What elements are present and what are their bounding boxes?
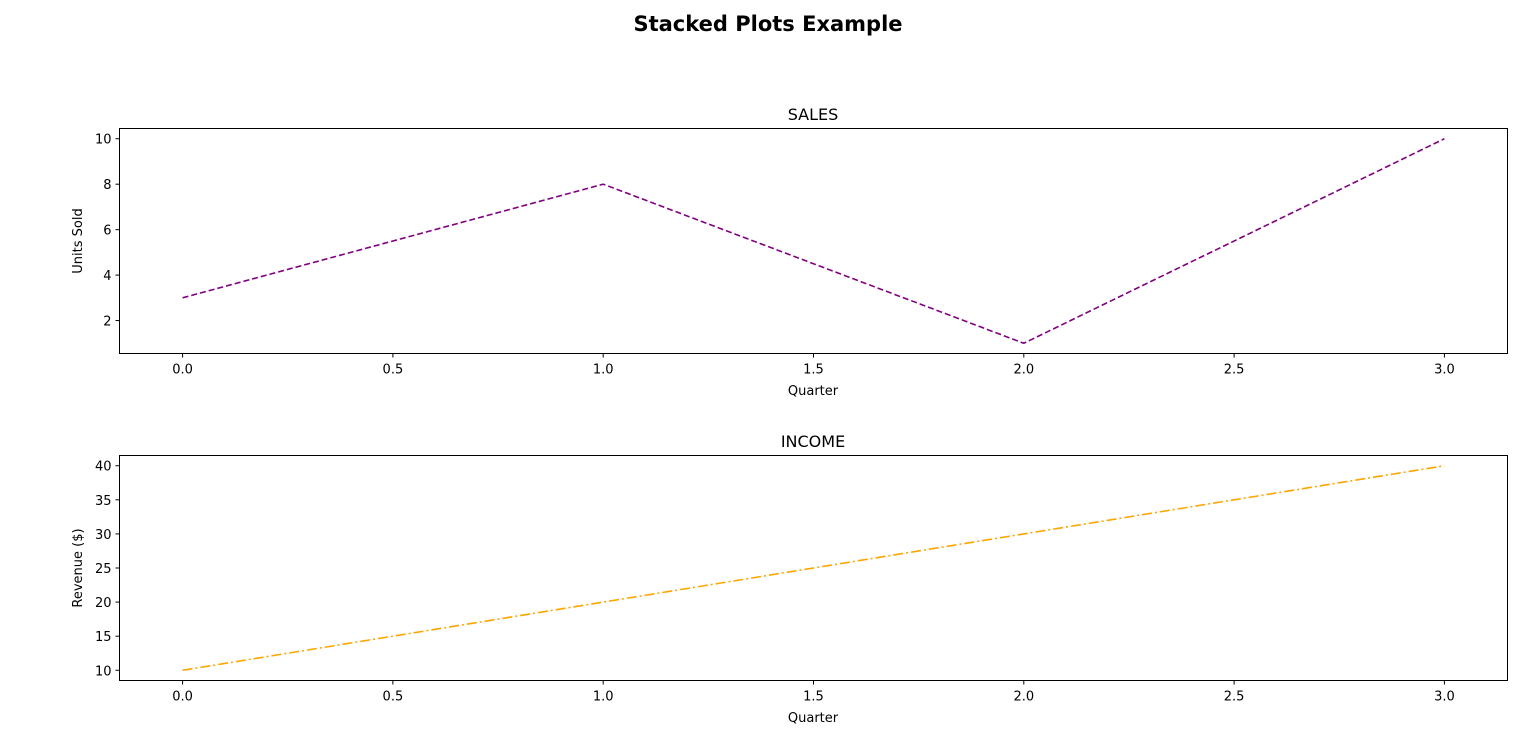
sales-panel: SALES Quarter Units Sold 0.0 0.5 1.0 1.5 2.0… <box>71 105 1508 399</box>
sales-series <box>182 138 1445 345</box>
sales-xtick-label: 3.0 <box>1434 363 1455 378</box>
sales-ylabel: Units Sold <box>71 208 86 273</box>
income-series <box>182 464 1445 672</box>
sales-ytick-label: 4 <box>103 269 111 284</box>
income-xlabel: Quarter <box>788 711 839 726</box>
income-xtick-label: 0.0 <box>172 690 193 705</box>
sales-xtick-label: 1.5 <box>803 363 824 378</box>
income-ytick-label: 10 <box>95 664 112 679</box>
income-xtick-label: 1.5 <box>803 690 824 705</box>
income-x-ticks: 0.0 0.5 1.0 1.5 2.0 2.5 3.0 <box>172 680 1455 705</box>
sales-xtick-label: 2.5 <box>1224 363 1245 378</box>
sales-ytick-label: 6 <box>103 224 111 239</box>
sales-ytick-label: 8 <box>103 178 111 193</box>
income-xtick-label: 2.5 <box>1224 690 1245 705</box>
sales-ytick-label: 10 <box>95 133 112 148</box>
income-series-line <box>182 464 1445 672</box>
sales-series-line <box>182 138 1445 345</box>
figure-title: Stacked Plots Example <box>633 12 902 36</box>
sales-x-ticks: 0.0 0.5 1.0 1.5 2.0 2.5 3.0 <box>172 353 1455 378</box>
sales-xtick-label: 1.0 <box>593 363 614 378</box>
income-xtick-label: 3.0 <box>1434 690 1455 705</box>
sales-xtick-label: 2.0 <box>1013 363 1034 378</box>
income-y-ticks: 10 15 20 25 30 35 40 <box>95 460 120 679</box>
income-ytick-label: 25 <box>95 562 112 577</box>
sales-plot-area <box>119 128 1508 354</box>
sales-y-ticks: 2 4 6 8 10 <box>95 133 120 330</box>
income-ylabel: Revenue ($) <box>71 528 86 607</box>
income-ytick-label: 30 <box>95 528 112 543</box>
sales-xlabel: Quarter <box>788 384 839 399</box>
income-panel: INCOME Quarter Revenue ($) 0.0 0.5 1.0 1.5 2… <box>71 432 1508 726</box>
sales-title: SALES <box>788 105 839 124</box>
income-ytick-label: 20 <box>95 596 112 611</box>
income-ytick-label: 15 <box>95 630 112 645</box>
income-ytick-label: 40 <box>95 460 112 475</box>
sales-xtick-label: 0.0 <box>172 363 193 378</box>
income-xtick-label: 2.0 <box>1013 690 1034 705</box>
income-xtick-label: 1.0 <box>593 690 614 705</box>
income-title: INCOME <box>781 432 845 451</box>
sales-ytick-label: 2 <box>103 315 111 330</box>
income-xtick-label: 0.5 <box>383 690 404 705</box>
income-ytick-label: 35 <box>95 494 112 509</box>
sales-xtick-label: 0.5 <box>383 363 404 378</box>
